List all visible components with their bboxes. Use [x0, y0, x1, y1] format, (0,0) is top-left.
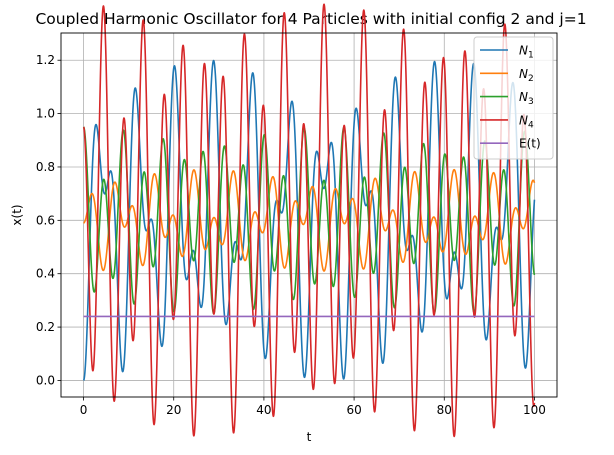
- y-axis: 0.0 0.2 0.4 0.6 0.8 1.0 1.2: [36, 53, 61, 387]
- y-tick-label: 0.4: [36, 267, 55, 281]
- plot-lines: [82, 3, 536, 438]
- series-line-4: [82, 3, 536, 438]
- y-tick-label: 0.6: [36, 213, 55, 227]
- y-tick-label: 1.2: [36, 53, 55, 67]
- legend-label: N3: [519, 90, 534, 107]
- plot-area-frame: [60, 32, 558, 398]
- legend-label: N1: [519, 44, 534, 61]
- x-tick-label: 80: [437, 403, 452, 417]
- series-line-3: [82, 126, 536, 315]
- legend-label: N2: [519, 67, 534, 84]
- chart-title: Coupled Harmonic Oscillator for 4 Partic…: [35, 10, 586, 28]
- legend-box: [473, 36, 554, 160]
- x-tick-label: 0: [80, 403, 88, 417]
- x-tick-label: 100: [523, 403, 546, 417]
- y-tick-label: 0.2: [36, 320, 55, 334]
- legend-label: E(t): [519, 137, 541, 151]
- x-axis: 0 20 40 60 80 100: [80, 397, 546, 417]
- x-tick-label: 20: [166, 403, 181, 417]
- y-tick-label: 1.0: [36, 107, 55, 121]
- legend-label: N4: [519, 113, 534, 130]
- x-axis-title: t: [307, 430, 312, 444]
- x-tick-label: 60: [346, 403, 361, 417]
- y-tick-label: 0.8: [36, 160, 55, 174]
- y-axis-title: x(t): [10, 204, 24, 225]
- legend: N1 N2 N3 N4 E(t): [473, 36, 554, 160]
- y-tick-label: 0.0: [36, 373, 55, 387]
- x-tick-label: 40: [256, 403, 271, 417]
